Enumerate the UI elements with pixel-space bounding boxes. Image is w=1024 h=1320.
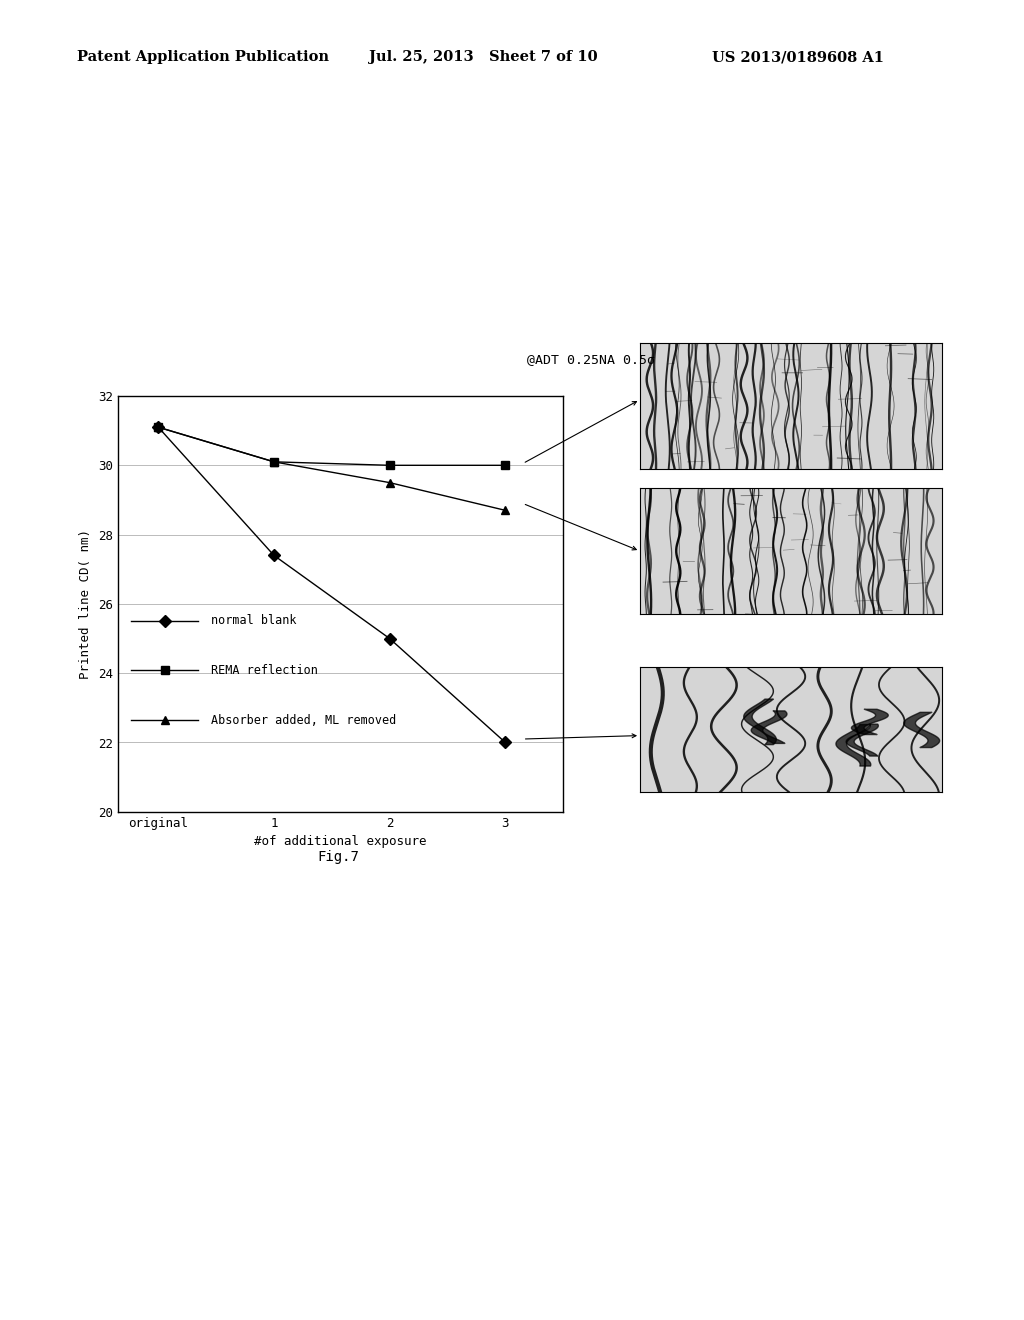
Text: Patent Application Publication: Patent Application Publication <box>77 50 329 65</box>
Text: Absorber added, ML removed: Absorber added, ML removed <box>211 714 396 727</box>
Text: normal blank: normal blank <box>211 614 297 627</box>
Y-axis label: Printed line CD( nm): Printed line CD( nm) <box>79 529 92 678</box>
Text: @ADT 0.25NA 0.5σ: @ADT 0.25NA 0.5σ <box>527 352 655 366</box>
Text: Fig.7: Fig.7 <box>317 850 358 863</box>
X-axis label: #of additional exposure: #of additional exposure <box>254 836 427 849</box>
Text: Jul. 25, 2013   Sheet 7 of 10: Jul. 25, 2013 Sheet 7 of 10 <box>369 50 597 65</box>
Text: US 2013/0189608 A1: US 2013/0189608 A1 <box>712 50 884 65</box>
Text: REMA reflection: REMA reflection <box>211 664 318 677</box>
